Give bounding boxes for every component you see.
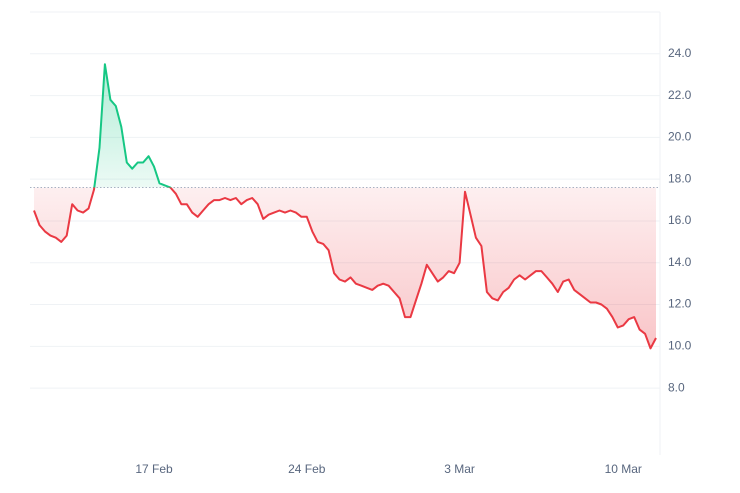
- y-tick-label: 20.0: [668, 130, 692, 144]
- y-tick-label: 14.0: [668, 255, 692, 269]
- y-tick-label: 24.0: [668, 46, 692, 60]
- y-tick-label: 22.0: [668, 88, 692, 102]
- price-area: [34, 64, 656, 349]
- y-tick-label: 18.0: [668, 171, 692, 185]
- y-tick-label: 10.0: [668, 339, 692, 353]
- x-tick-label: 24 Feb: [288, 462, 326, 476]
- x-tick-label: 17 Feb: [135, 462, 173, 476]
- x-tick-label: 3 Mar: [444, 462, 475, 476]
- y-tick-label: 8.0: [668, 380, 685, 394]
- y-tick-label: 12.0: [668, 297, 692, 311]
- y-tick-label: 16.0: [668, 213, 692, 227]
- price-line: [33, 63, 657, 350]
- x-tick-label: 10 Mar: [605, 462, 642, 476]
